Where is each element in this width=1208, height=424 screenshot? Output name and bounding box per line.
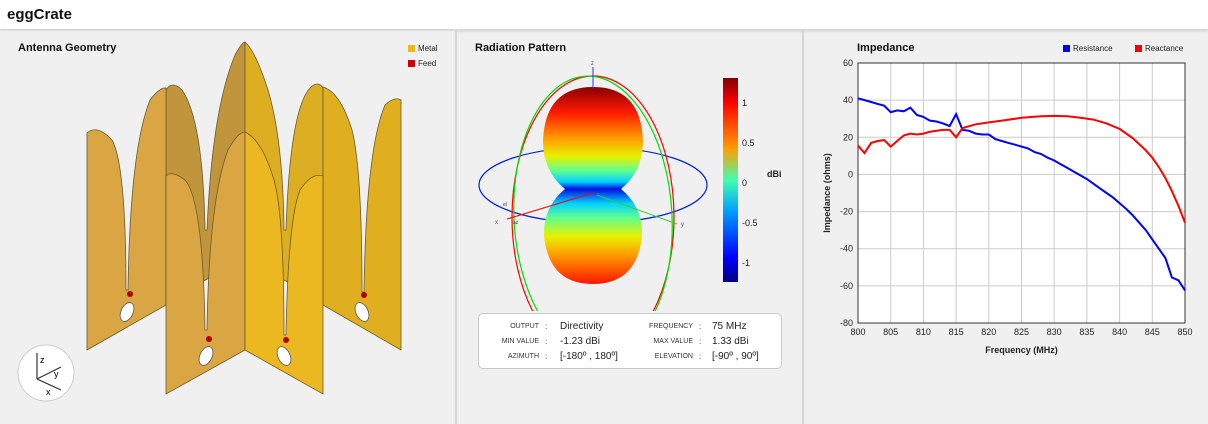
title-bar: eggCrate: [0, 0, 1208, 30]
slot-hole: [354, 302, 370, 322]
azimuth-value: [-180º , 180º]: [560, 351, 618, 362]
axis-z-label: z: [40, 355, 45, 365]
x-tick-label: 835: [1079, 327, 1094, 337]
slot-hole: [198, 346, 214, 366]
axis-x-label: x: [46, 387, 51, 397]
geometry-title: Antenna Geometry: [18, 42, 117, 54]
pattern-title: Radiation Pattern: [475, 42, 567, 54]
series-line-resistance: [857, 97, 1186, 292]
y-label: y: [681, 222, 684, 228]
y-axis-label: Impedance (ohms): [822, 153, 832, 233]
colorbar: [723, 78, 738, 282]
feed-point: [206, 336, 212, 342]
x-tick-label: 850: [1177, 327, 1192, 337]
panel-divider: [455, 31, 457, 424]
frequency-label: FREQUENCY: [649, 323, 693, 330]
sep: :: [545, 352, 548, 361]
x-tick-label: 825: [1014, 327, 1029, 337]
radiation-pattern-view[interactable]: z x y el az 1 0.5 0 -0.5 -1 dBi: [457, 31, 802, 311]
y-tick-label: 0: [848, 169, 853, 179]
panel-divider: [802, 31, 804, 424]
y-tick-label: -40: [840, 244, 853, 254]
colorbar-tick: -0.5: [742, 218, 758, 228]
y-tick-label: 60: [843, 58, 853, 68]
axis-y-label: y: [54, 369, 59, 379]
feed-point: [361, 292, 367, 298]
min-value: -1.23 dBi: [560, 336, 601, 347]
colorbar-tick: -1: [742, 258, 750, 268]
feed-point: [283, 337, 289, 343]
az-label: az: [513, 220, 519, 226]
x-tick-label: 820: [981, 327, 996, 337]
max-value: 1.33 dBi: [712, 336, 749, 347]
legend-metal: Metal: [408, 44, 438, 53]
impedance-chart[interactable]: 800 805 810 815 820 825 830 835 840 845 850 60 40 20 0…: [804, 31, 1208, 424]
slot-hole: [119, 302, 135, 322]
output-value: Directivity: [560, 321, 604, 332]
front-right-sheet: [244, 131, 324, 395]
elevation-value: [-90º , 90º]: [712, 351, 759, 362]
sep: :: [699, 352, 702, 361]
left-sheet: [86, 87, 167, 351]
plot-frame: [857, 62, 1186, 324]
orientation-axes-widget: z y x: [17, 344, 75, 402]
y-axis-line: [596, 194, 678, 225]
colorbar-tick: 0: [742, 178, 747, 188]
x-tick-label: 815: [949, 327, 964, 337]
feed-point: [127, 291, 133, 297]
y-tick-label: 40: [843, 95, 853, 105]
sep: :: [545, 322, 548, 331]
right-sheet: [322, 86, 402, 351]
max-label: MAX VALUE: [653, 338, 693, 345]
sep: :: [699, 337, 702, 346]
y-tick-label: -20: [840, 207, 853, 217]
x-tick-label: 805: [883, 327, 898, 337]
x-label: x: [495, 220, 498, 226]
feed-swatch: [408, 60, 415, 67]
min-label: MIN VALUE: [501, 338, 539, 345]
frequency-value: 75 MHz: [712, 321, 747, 332]
y-tick-label: 20: [843, 132, 853, 142]
y-tick-label: -60: [840, 281, 853, 291]
elevation-label: ELEVATION: [654, 353, 693, 360]
output-label: OUTPUT: [510, 323, 539, 330]
x-tick-label: 840: [1112, 327, 1127, 337]
azimuth-label: AZIMUTH: [507, 353, 539, 360]
x-axis-line: [506, 192, 594, 220]
slot-hole: [276, 346, 292, 366]
legend-feed: Feed: [408, 59, 436, 68]
series-line-reactance: [857, 114, 1186, 224]
antenna-geometry-view[interactable]: z y x: [0, 0, 456, 424]
resistance-swatch: [1063, 45, 1070, 52]
legend-reactance: Reactance: [1135, 44, 1183, 53]
metal-swatch: [408, 45, 415, 52]
colorbar-tick: 1: [742, 98, 747, 108]
x-tick-label: 830: [1047, 327, 1062, 337]
impedance-title: Impedance: [857, 42, 915, 54]
sep: :: [699, 322, 702, 331]
app-title: eggCrate: [7, 6, 73, 23]
x-tick-label: 845: [1145, 327, 1160, 337]
lower-lobe: [543, 189, 643, 284]
x-axis-label: Frequency (MHz): [985, 345, 1058, 355]
reactance-swatch: [1135, 45, 1142, 52]
upper-lobe: [543, 87, 643, 189]
colorbar-tick: 0.5: [742, 138, 755, 148]
sep: :: [545, 337, 548, 346]
elevation-ring-yz: [513, 75, 673, 311]
colorbar-unit: dBi: [767, 169, 782, 179]
z-label: z: [591, 61, 594, 67]
el-label: el: [503, 202, 507, 208]
x-tick-label: 810: [916, 327, 931, 337]
legend-resistance: Resistance: [1063, 44, 1113, 53]
front-left-sheet: [165, 131, 246, 395]
x-tick-label: 800: [850, 327, 865, 337]
pattern-info-box: OUTPUT : Directivity MIN VALUE : -1.23 d…: [478, 313, 782, 369]
y-tick-label: -80: [840, 318, 853, 328]
